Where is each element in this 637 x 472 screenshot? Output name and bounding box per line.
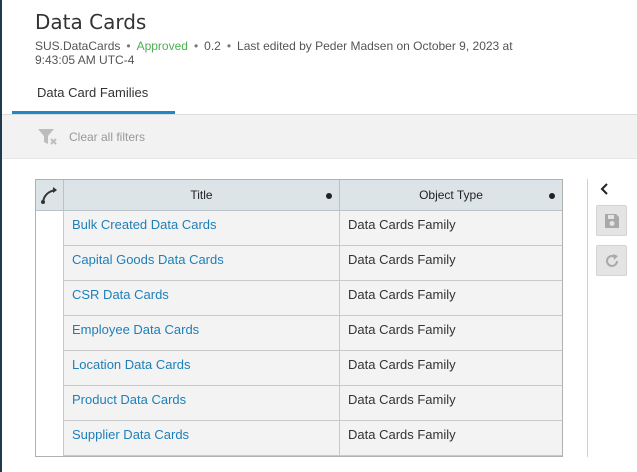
last-edited-label: Last edited by Peder Madsen on October 9… — [35, 39, 513, 65]
grid-header: Title Object Type — [36, 180, 562, 211]
row-title-link[interactable]: Supplier Data Cards — [64, 421, 340, 456]
row-selector[interactable] — [36, 421, 64, 456]
row-selector[interactable] — [36, 281, 64, 316]
row-title-link[interactable]: Product Data Cards — [64, 386, 340, 421]
row-object-type: Data Cards Family — [348, 252, 456, 267]
row-object-type: Data Cards Family — [348, 217, 456, 232]
filter-bar: Clear all filters — [2, 115, 637, 159]
column-header-object-type[interactable]: Object Type — [340, 180, 562, 211]
column-menu-icon[interactable] — [549, 193, 555, 199]
table-row[interactable]: Bulk Created Data Cards Data Cards Famil… — [36, 211, 562, 246]
save-button[interactable] — [596, 205, 627, 236]
row-title-link[interactable]: Capital Goods Data Cards — [64, 246, 340, 281]
table-row[interactable]: Employee Data Cards Data Cards Family — [36, 316, 562, 351]
row-selector[interactable] — [36, 211, 64, 246]
separator-dot: • — [126, 39, 131, 53]
data-grid: Title Object Type Bulk Created Data Card… — [35, 179, 563, 457]
column-header-object-type-label: Object Type — [419, 188, 483, 202]
active-tab-indicator — [12, 111, 175, 114]
side-panel-divider — [587, 179, 588, 457]
row-selector[interactable] — [36, 351, 64, 386]
refresh-button[interactable] — [596, 245, 627, 276]
chevron-left-icon[interactable] — [597, 179, 613, 199]
table-row[interactable]: CSR Data Cards Data Cards Family — [36, 281, 562, 316]
filter-clear-icon[interactable] — [37, 127, 59, 147]
column-header-title-label: Title — [190, 188, 213, 202]
row-selector[interactable] — [36, 246, 64, 281]
page-title: Data Cards — [35, 10, 147, 34]
row-object-type: Data Cards Family — [348, 392, 456, 407]
status-badge: Approved — [136, 39, 188, 53]
row-object-type: Data Cards Family — [348, 427, 456, 442]
page-header: Data Cards SUS.DataCards • Approved • 0.2 • La… — [2, 0, 637, 115]
separator-dot: • — [226, 39, 232, 53]
row-title-link[interactable]: Employee Data Cards — [64, 316, 340, 351]
column-settings-icon[interactable] — [36, 180, 64, 211]
column-header-title[interactable]: Title — [64, 180, 340, 211]
row-title-link[interactable]: Location Data Cards — [64, 351, 340, 386]
clear-all-filters-button[interactable]: Clear all filters — [69, 130, 146, 144]
row-selector[interactable] — [36, 386, 64, 421]
row-object-type: Data Cards Family — [348, 287, 456, 302]
tab-data-card-families[interactable]: Data Card Families — [37, 85, 149, 100]
page-meta: SUS.DataCards • Approved • 0.2 • Last edited b… — [35, 39, 535, 65]
version-label: 0.2 — [204, 39, 221, 53]
row-title-link[interactable]: CSR Data Cards — [64, 281, 340, 316]
separator-dot: • — [193, 39, 199, 53]
table-row[interactable]: Product Data Cards Data Cards Family — [36, 386, 562, 421]
left-edge-strip — [0, 0, 2, 472]
object-name: SUS.DataCards — [35, 39, 121, 53]
table-row[interactable]: Supplier Data Cards Data Cards Family — [36, 421, 562, 456]
column-menu-icon[interactable] — [326, 193, 332, 199]
table-row[interactable]: Location Data Cards Data Cards Family — [36, 351, 562, 386]
row-selector[interactable] — [36, 316, 64, 351]
row-title-link[interactable]: Bulk Created Data Cards — [64, 211, 340, 246]
table-row[interactable]: Capital Goods Data Cards Data Cards Fami… — [36, 246, 562, 281]
row-object-type: Data Cards Family — [348, 357, 456, 372]
row-object-type: Data Cards Family — [348, 322, 456, 337]
